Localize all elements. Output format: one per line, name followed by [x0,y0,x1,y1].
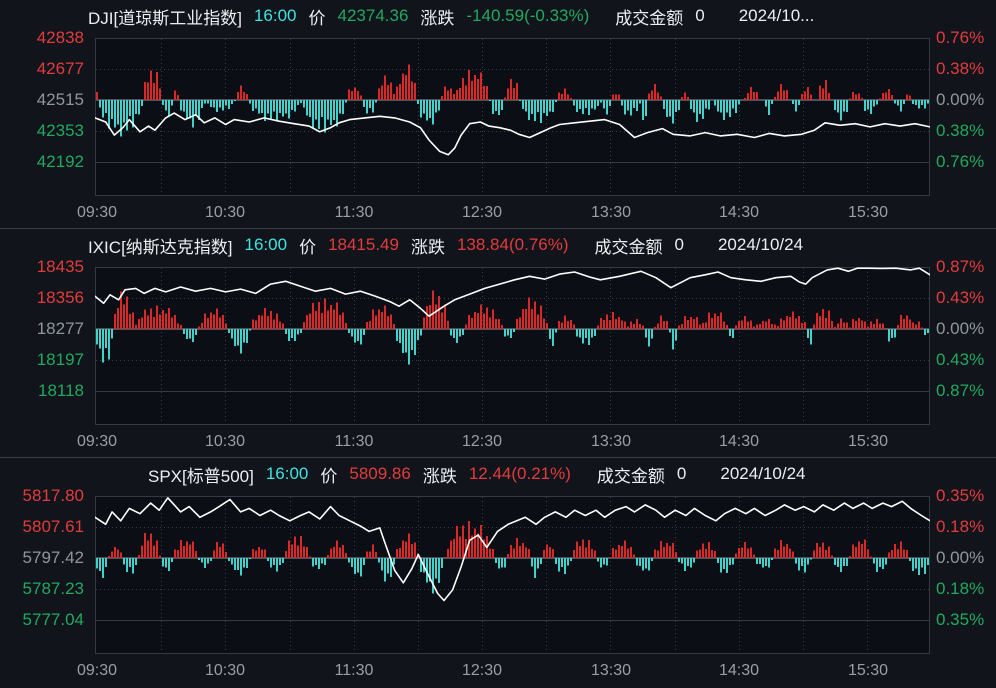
axis-label: 42677 [36,59,84,78]
session-time: 16:00 [265,464,309,483]
axis-label: 0.18% [936,579,985,598]
x-tick: 13:30 [590,662,632,679]
axis-label: 5817.80 [22,486,84,505]
axis-label: 0.43% [936,350,985,369]
axis-label: 18277 [36,319,84,338]
axis-label: 0.18% [936,517,985,536]
volume-value: 0 [695,6,705,25]
axis-label: 0.00% [936,90,985,109]
axis-label: 42353 [36,121,84,140]
session-time: 16:00 [253,6,297,25]
symbol: IXIC [88,237,122,257]
symbol-title[interactable]: IXIC[纳斯达克指数] [88,233,233,258]
intraday-chart-svg [95,267,930,425]
session-time: 16:00 [244,235,288,254]
axis-label: 42515 [36,90,84,109]
date-label: 2024/10/24 [717,235,804,254]
volume-label: 成交金额 [596,466,665,486]
axis-label: 0.76% [936,28,985,47]
axis-label: 5807.61 [22,517,84,536]
x-tick: 12:30 [461,662,503,679]
index-name: [纳斯达克指数] [121,237,233,257]
price-label: 价 [308,8,326,28]
intraday-chart-svg [95,496,930,654]
axis-label: 18435 [36,257,84,276]
axis-label: 0.35% [936,486,985,505]
price-label: 价 [320,466,338,486]
axis-label: 18356 [36,288,84,307]
x-tick: 14:30 [718,433,760,450]
axis-label: 0.76% [936,152,985,171]
x-tick: 13:30 [590,204,632,221]
change-value: -140.59(-0.33%) [466,6,590,25]
axis-label: 5777.04 [22,610,84,629]
index-panel-dji: DJI[道琼斯工业指数] 16:00 价 42374.36 涨跌 -140.59… [0,0,996,229]
axis-label: 0.87% [936,257,985,276]
price-value: 18415.49 [328,235,399,254]
x-tick: 14:30 [718,204,760,221]
x-time-axis: 09:30 10:30 11:30 12:30 13:30 14:30 15:3… [0,201,996,225]
date-label: 2024/10... [738,6,815,25]
axis-label: 0.38% [936,59,985,78]
plot-area[interactable] [95,496,930,654]
symbol-title[interactable]: DJI[道琼斯工业指数] [88,4,242,29]
x-tick: 09:30 [76,662,118,679]
panel-header: IXIC[纳斯达克指数] 16:00 价 18415.49 涨跌 138.84(… [0,232,996,258]
x-tick: 10:30 [204,433,246,450]
plot-area[interactable] [95,267,930,425]
volume-value: 0 [674,235,684,254]
x-tick: 11:30 [334,662,374,679]
x-tick: 15:30 [847,662,889,679]
x-tick: 09:30 [76,204,118,221]
index-panel-spx: SPX[标普500] 16:00 价 5809.86 涨跌 12.44(0.21… [0,458,996,687]
plot-area[interactable] [95,38,930,196]
x-time-axis: 09:30 10:30 11:30 12:30 13:30 14:30 15:3… [0,430,996,454]
volume-label: 成交金额 [615,8,684,28]
symbol: DJI [88,8,114,28]
index-panel-ixic: IXIC[纳斯达克指数] 16:00 价 18415.49 涨跌 138.84(… [0,229,996,458]
x-tick: 10:30 [204,662,246,679]
price-value: 42374.36 [337,6,409,25]
intraday-chart-svg [95,38,930,196]
axis-label: 0.38% [936,121,985,140]
x-tick: 11:30 [334,204,374,221]
volume-value: 0 [676,464,687,483]
change-label: 涨跌 [410,237,445,257]
x-tick: 13:30 [590,433,632,450]
axis-label: 5797.42 [22,548,84,567]
x-tick: 12:30 [461,433,503,450]
x-tick: 15:30 [847,433,889,450]
panel-header: SPX[标普500] 16:00 价 5809.86 涨跌 12.44(0.21… [0,461,996,487]
x-tick: 11:30 [334,433,374,450]
index-name: [标普500] [182,466,254,486]
x-tick: 15:30 [847,204,889,221]
x-time-axis: 09:30 10:30 11:30 12:30 13:30 14:30 15:3… [0,659,996,683]
axis-label: 42192 [36,152,84,171]
x-tick: 14:30 [718,662,760,679]
change-label: 涨跌 [420,8,455,28]
x-tick: 10:30 [204,204,246,221]
axis-label: 5787.23 [22,579,84,598]
change-label: 涨跌 [422,466,457,486]
volume-label: 成交金额 [594,237,663,257]
price-value: 5809.86 [349,464,411,483]
change-value: 12.44(0.21%) [468,464,571,483]
x-tick: 09:30 [76,433,118,450]
panel-header: DJI[道琼斯工业指数] 16:00 价 42374.36 涨跌 -140.59… [0,3,996,29]
symbol-title[interactable]: SPX[标普500] [148,462,254,487]
axis-label: 0.00% [936,319,985,338]
index-name: [道琼斯工业指数] [113,8,242,28]
axis-label: 42838 [36,28,84,47]
axis-label: 0.43% [936,288,985,307]
price-label: 价 [299,237,317,257]
axis-label: 0.00% [936,548,985,567]
axis-label: 0.87% [936,381,985,400]
change-value: 138.84(0.76%) [456,235,569,254]
axis-label: 0.35% [936,610,985,629]
date-label: 2024/10/24 [720,464,806,483]
axis-label: 18197 [36,350,84,369]
x-tick: 12:30 [461,204,503,221]
axis-label: 18118 [37,381,84,400]
symbol: SPX [148,466,183,486]
